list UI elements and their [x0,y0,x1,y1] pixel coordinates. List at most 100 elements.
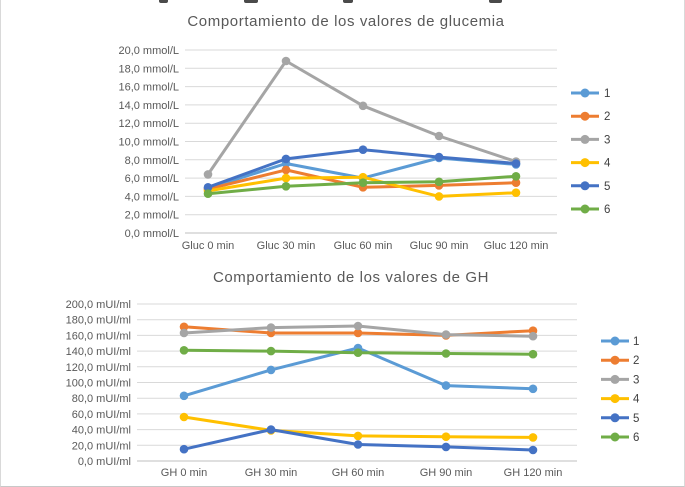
series-point-4 [179,412,189,422]
legend-marker-point [610,432,620,442]
legend-marker-point [610,374,620,384]
series-point-4 [511,188,521,197]
y-tick-label: 20,0 mmol/L [118,45,179,57]
x-tick-label: GH 0 min [161,467,207,479]
y-tick-label: 120,0 mUI/ml [66,362,131,374]
legend-marker-point [580,181,590,191]
x-tick-label: GH 30 min [245,467,298,479]
legend-item-label: 2 [633,355,639,367]
x-tick-label: Gluc 60 min [334,240,393,252]
legend-item-label: 4 [604,158,611,170]
series-point-5 [266,425,276,434]
legend-marker-point [610,355,620,365]
legend-marker-point [610,394,620,404]
cropped-text-row [1,0,684,4]
series-point-3 [358,101,368,111]
legend-item-label: 5 [633,413,639,425]
series-point-3 [434,131,444,141]
series-point-4 [353,431,363,441]
series-point-6 [203,189,213,198]
gh-chart-title: Comportamiento de los valores de GH [212,269,490,286]
y-tick-label: 2,0 mmol/L [125,210,179,222]
y-tick-label: 200,0 mUI/ml [66,299,131,311]
series-point-6 [358,178,368,187]
y-tick-label: 80,0 mUI/ml [72,393,131,405]
series-point-4 [434,192,444,201]
series-point-3 [203,170,213,179]
text-descender-mark [489,0,502,3]
series-line-3 [206,59,518,176]
series-point-5 [281,154,291,164]
series-point-6 [266,346,276,356]
series-point-4 [281,173,291,183]
series-point-2 [353,328,363,338]
series-point-3 [281,56,291,66]
legend-marker-point [580,158,590,168]
legend-item-label: 5 [604,181,610,193]
y-tick-label: 10,0 mmol/L [118,137,179,149]
series-point-5 [353,440,363,449]
series-point-5 [528,445,538,455]
legend-marker-point [580,88,590,98]
legend-marker-point [610,336,620,346]
series-point-2 [281,165,291,175]
series-point-6 [281,182,291,191]
series-point-5 [434,152,444,162]
series-point-1 [528,384,538,394]
series-point-5 [441,442,451,452]
y-tick-label: 6,0 mmol/L [125,173,179,185]
x-tick-label: Gluc 90 min [410,240,469,252]
y-tick-label: 100,0 mUI/ml [66,378,131,390]
series-point-6 [441,349,451,358]
y-tick-label: 160,0 mUI/ml [66,330,131,342]
legend-item-label: 3 [633,374,639,386]
legend-marker-point [580,134,590,144]
y-tick-label: 4,0 mmol/L [125,191,179,203]
series-point-2 [511,178,521,187]
x-tick-label: Gluc 30 min [257,240,316,252]
y-tick-label: 140,0 mUI/ml [66,346,131,358]
y-tick-label: 60,0 mUI/ml [72,409,131,421]
legend-item-label: 6 [604,204,610,216]
series-point-3 [528,331,538,341]
x-tick-label: GH 60 min [332,467,385,479]
series-point-5 [511,159,521,168]
series-point-3 [179,328,189,338]
y-tick-label: 18,0 mmol/L [118,63,179,75]
series-point-1 [179,391,189,401]
series-point-1 [441,381,451,390]
x-tick-label: GH 120 min [504,467,563,479]
legend-item-label: 1 [604,88,610,100]
legend-marker-point [580,204,590,214]
series-point-5 [203,183,213,192]
legend-item-label: 4 [633,394,640,406]
series-point-5 [358,145,368,154]
y-tick-label: 16,0 mmol/L [118,82,179,94]
legend-marker-point [610,413,620,423]
series-point-6 [353,348,363,358]
x-tick-label: Gluc 0 min [182,240,235,252]
series-point-6 [179,346,189,355]
text-descender-mark [244,0,258,3]
series-point-4 [441,432,451,442]
y-tick-label: 40,0 mUI/ml [72,425,131,437]
x-tick-label: Gluc 120 min [484,240,549,252]
y-tick-label: 20,0 mUI/ml [72,440,131,452]
series-point-3 [441,330,451,339]
text-descender-mark [159,0,168,3]
y-tick-label: 0,0 mUI/ml [78,456,131,468]
y-tick-label: 8,0 mmol/L [125,155,179,167]
glucemia-chart-title: Comportamiento de los valores de glucemi… [187,13,505,30]
series-point-6 [434,177,444,187]
series-point-1 [266,365,276,375]
legend-item-label: 3 [604,134,610,146]
series-point-6 [528,349,538,359]
legend-item-label: 1 [633,336,639,348]
x-tick-label: GH 90 min [420,467,473,479]
legend-item-label: 2 [604,111,610,123]
series-point-3 [266,323,276,332]
series-point-3 [353,321,363,331]
y-tick-label: 0,0 mmol/L [125,228,179,240]
